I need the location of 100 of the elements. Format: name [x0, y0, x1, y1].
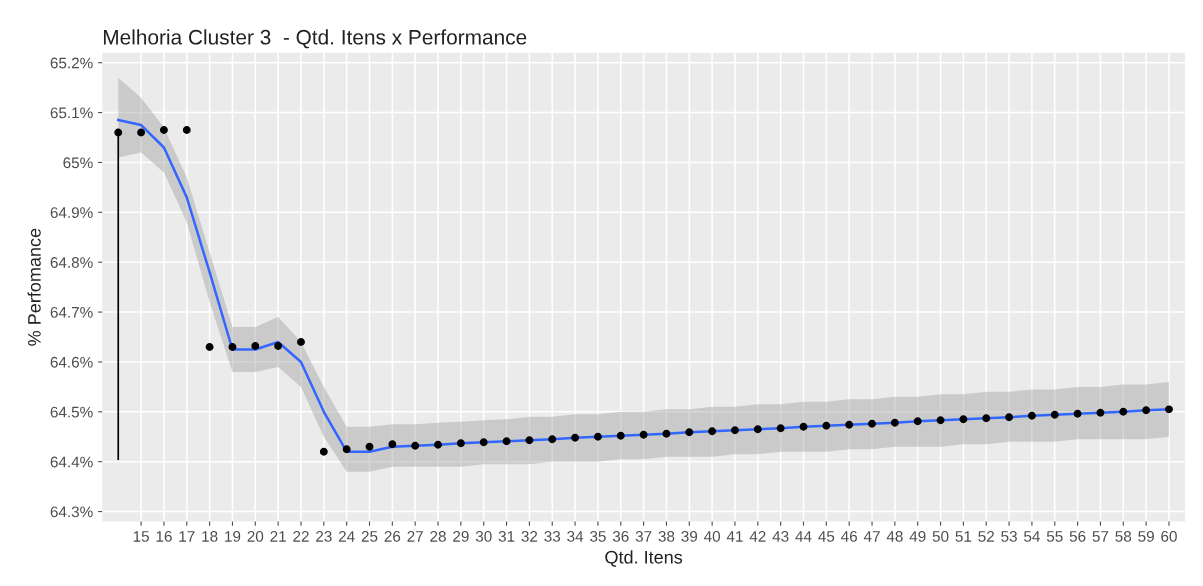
point	[959, 415, 968, 424]
point	[114, 128, 123, 137]
point	[251, 342, 260, 350]
point	[365, 442, 374, 451]
x-tick-label: 52	[978, 530, 994, 542]
x-tick-label: 44	[795, 531, 812, 542]
x-tick-label: 51	[955, 531, 972, 542]
point	[1165, 405, 1173, 414]
point	[708, 427, 717, 436]
x-tick-label: 35	[590, 530, 606, 542]
point	[913, 417, 922, 426]
point	[228, 343, 237, 351]
x-tick-label: 37	[635, 530, 652, 542]
point	[868, 419, 876, 428]
x-tick-label: 23	[316, 530, 332, 542]
point	[342, 445, 351, 454]
point	[502, 437, 511, 446]
point	[776, 424, 785, 433]
point	[639, 430, 648, 439]
point	[434, 440, 442, 449]
x-tick-label: 55	[1046, 531, 1063, 542]
y-tick-label: 65.2%	[50, 57, 93, 69]
point	[525, 436, 534, 445]
x-tick-label: 47	[863, 531, 880, 542]
point	[593, 432, 602, 441]
point	[616, 431, 625, 440]
y-tick-label: 64.7%	[50, 306, 93, 318]
y-tick-label: 64.9%	[50, 207, 93, 219]
point	[548, 435, 557, 444]
y-axis-title: % Perfomance	[27, 228, 41, 346]
x-tick-label: 26	[384, 530, 401, 542]
point	[1027, 411, 1036, 420]
x-tick-label: 18	[202, 530, 218, 542]
point	[799, 422, 808, 431]
x-tick-label: 34	[567, 530, 584, 542]
x-tick-label: 32	[521, 530, 538, 542]
x-tick-label: 48	[886, 530, 903, 542]
x-tick-label: 27	[407, 530, 423, 542]
point	[456, 439, 465, 448]
x-tick-label: 53	[1001, 530, 1017, 542]
x-tick-label: 21	[270, 530, 286, 542]
point	[1096, 408, 1105, 417]
y-tick-label: 65%	[63, 157, 93, 169]
x-tick-label: 33	[544, 530, 561, 542]
point	[411, 441, 420, 450]
point	[182, 126, 191, 134]
point	[845, 420, 854, 429]
point	[274, 342, 283, 350]
x-tick-label: 36	[612, 530, 629, 542]
point	[753, 425, 762, 434]
x-axis-title: Qtd. Itens	[605, 550, 683, 567]
point	[479, 438, 488, 447]
x-tick-label: 43	[772, 530, 789, 542]
point	[1142, 406, 1151, 415]
x-tick-label: 24	[338, 530, 355, 542]
y-tick-label: 64.6%	[50, 356, 93, 368]
x-tick-label: 39	[681, 530, 698, 542]
x-tick-label: 28	[430, 530, 446, 542]
y-tick-label: 64.8%	[50, 257, 93, 268]
chart-title: Melhoria Cluster 3 - Qtd. Itens x Performance	[103, 29, 527, 49]
x-tick-label: 30	[475, 530, 492, 542]
x-tick-label: 42	[749, 530, 766, 542]
point	[297, 338, 305, 346]
y-tick-label: 64.4%	[50, 456, 93, 468]
point	[137, 128, 146, 137]
x-tick-label: 15	[133, 531, 149, 542]
x-tick-label: 60	[1161, 530, 1177, 542]
x-tick-label: 59	[1138, 530, 1154, 542]
point	[731, 426, 739, 435]
x-tick-label: 38	[658, 530, 675, 542]
x-tick-label: 57	[1092, 531, 1109, 542]
point	[982, 414, 991, 423]
point	[1050, 410, 1059, 419]
point	[571, 433, 580, 442]
x-tick-label: 25	[361, 530, 378, 542]
point	[388, 440, 397, 449]
y-tick-label: 64.5%	[50, 406, 93, 418]
x-tick-label: 56	[1069, 530, 1086, 542]
x-tick-label: 31	[498, 530, 515, 542]
x-tick-label: 22	[293, 530, 309, 542]
x-tick-label: 19	[225, 530, 241, 542]
point	[1005, 413, 1014, 422]
x-tick-label: 45	[818, 531, 835, 542]
point	[936, 416, 945, 425]
x-tick-label: 54	[1024, 531, 1040, 542]
x-tick-label: 49	[909, 530, 926, 542]
point	[822, 421, 831, 430]
y-tick-label: 65.1%	[50, 107, 93, 119]
x-tick-label: 20	[247, 530, 264, 542]
point	[159, 126, 168, 134]
point	[890, 418, 899, 427]
x-tick-label: 16	[156, 530, 172, 542]
x-tick-label: 29	[453, 530, 469, 542]
point	[319, 447, 328, 456]
x-tick-label: 58	[1115, 530, 1132, 542]
point	[685, 428, 694, 437]
point	[1119, 407, 1128, 416]
x-tick-label: 41	[726, 531, 743, 542]
x-tick-label: 46	[841, 530, 858, 542]
x-tick-label: 17	[179, 531, 195, 542]
